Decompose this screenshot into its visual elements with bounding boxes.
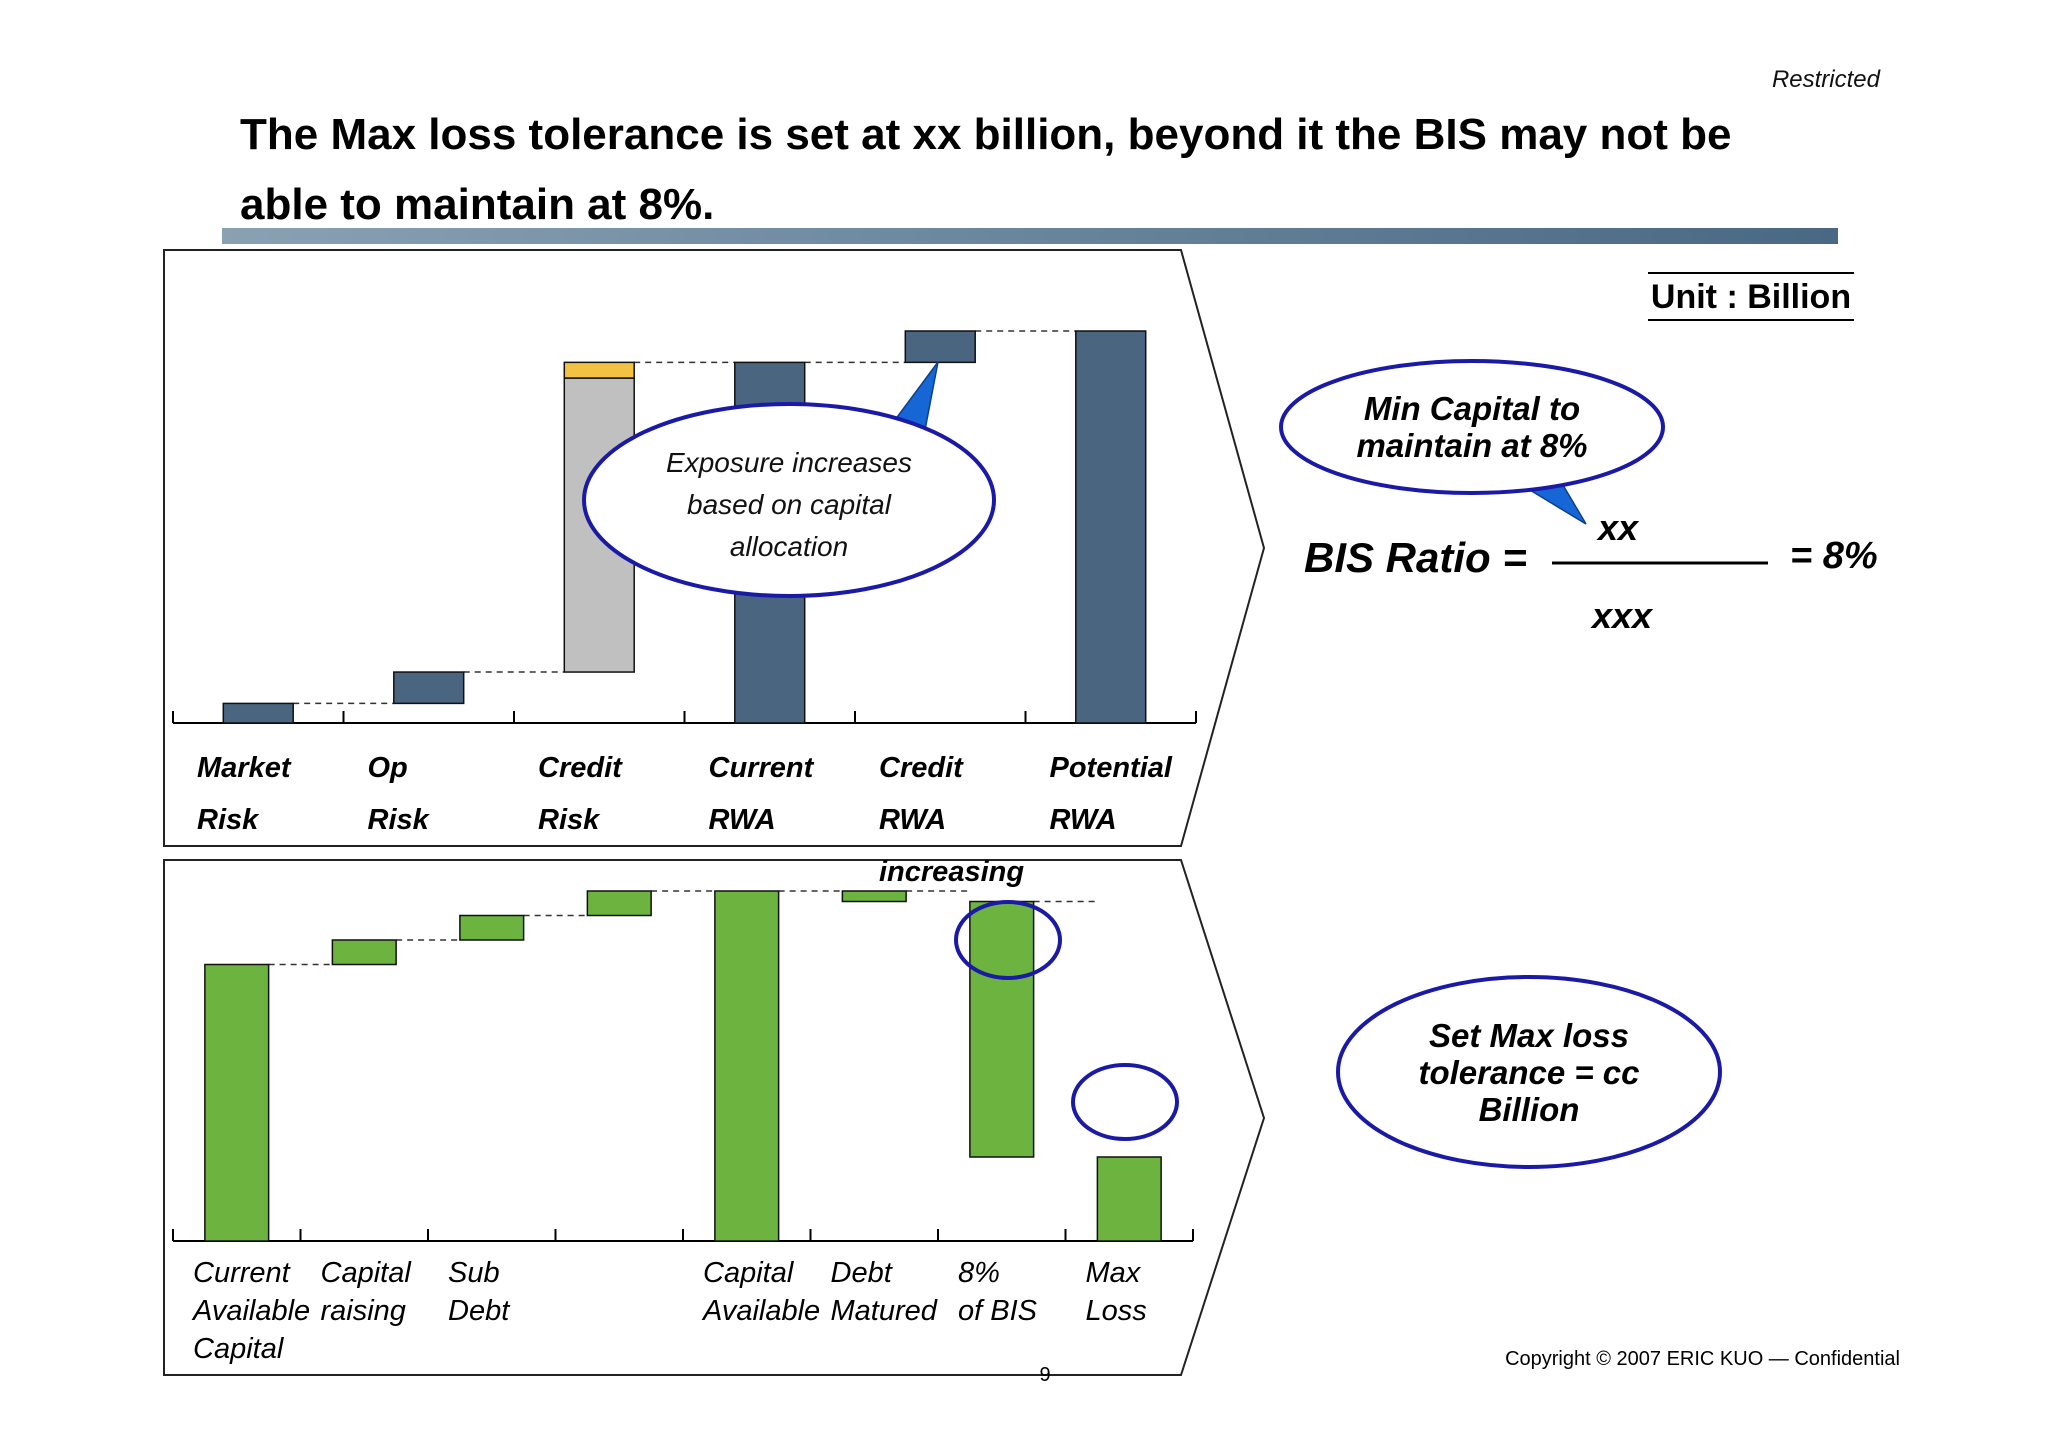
bis-denominator: xxx [1590, 595, 1654, 636]
bis-ratio-label: BIS Ratio = [1304, 534, 1527, 581]
max-loss-highlight-circle [1071, 1063, 1179, 1141]
capital-waterfall-category-label: 8% [958, 1257, 1000, 1289]
bis-formula: BIS Ratio = xx xxx = 8% [1304, 507, 1878, 636]
page-number: 9 [1039, 1364, 1051, 1386]
rwa-waterfall-category-label: Current [709, 752, 815, 784]
bis-numerator: xx [1596, 507, 1640, 548]
min-capital-callout: Min Capital to maintain at 8% [1279, 359, 1665, 525]
capital-waterfall-category-label: Max [1086, 1257, 1142, 1289]
rwa-waterfall-bar-5 [1075, 330, 1147, 724]
capital-waterfall-category-label: Sub [448, 1257, 500, 1289]
restricted-label: Restricted [1771, 66, 1880, 93]
rwa-waterfall-bar-2-band [563, 361, 635, 379]
capital-waterfall-bar-4 [714, 890, 780, 1242]
capital-waterfall-category-label: Matured [831, 1295, 938, 1327]
rwa-waterfall-chart: Market Risk Op Risk Credit Risk Current RWA Cred… [172, 330, 1197, 888]
title-underline-bar [222, 228, 1838, 244]
rwa-waterfall-bar-4 [904, 330, 976, 364]
capital-waterfall-category-label: Capital [703, 1257, 795, 1289]
rwa-waterfall-category-label: RWA [709, 804, 776, 836]
exposure-callout: Exposure increases based on capital allo… [582, 361, 996, 598]
capital-waterfall-bar-3 [586, 890, 652, 917]
bis-result: = 8% [1790, 535, 1878, 577]
max-loss-callout-bubble [1336, 975, 1722, 1169]
capital-waterfall-category-label: Debt [448, 1295, 511, 1327]
slide-title: The Max loss tolerance is set at xx bill… [240, 110, 1732, 229]
rwa-waterfall-category-label: Op [368, 752, 408, 784]
capital-waterfall-bar-0 [204, 963, 270, 1242]
rwa-waterfall-category-label: Risk [197, 804, 260, 836]
max-loss-callout: Set Max loss tolerance = cc Billion [1336, 975, 1722, 1169]
capital-waterfall-category-label: Loss [1086, 1295, 1147, 1327]
capital-waterfall-bar-2 [459, 914, 525, 941]
rwa-waterfall-bar-1 [393, 671, 465, 705]
capital-waterfall-bar-5 [841, 890, 907, 903]
max-loss-callout-line-3: Billion [1479, 1091, 1580, 1128]
capital-waterfall-category-label: Debt [831, 1257, 894, 1289]
unit-label: Unit : Billion [1648, 272, 1854, 321]
exposure-callout-bubble [582, 402, 996, 598]
rwa-waterfall-category-label: Potential [1050, 752, 1173, 784]
rwa-waterfall-category-label: Risk [368, 804, 431, 836]
min-capital-callout-line-2: maintain at 8% [1356, 427, 1587, 464]
rwa-waterfall-category-label: Risk [538, 804, 601, 836]
capital-waterfall-category-label: raising [321, 1295, 406, 1327]
capital-waterfall-bar-1 [331, 939, 397, 966]
rwa-waterfall-category-label: Credit [879, 752, 964, 784]
exposure-callout-line-2: based on capital [687, 489, 892, 520]
capital-waterfall-category-label: of BIS [958, 1295, 1038, 1327]
rwa-waterfall-category-label: increasing [879, 856, 1024, 888]
exposure-callout-line-1: Exposure increases [666, 447, 912, 478]
capital-waterfall-category-label: Capital [321, 1257, 413, 1289]
exposure-callout-line-3: allocation [730, 531, 848, 562]
capital-waterfall-bar-6 [969, 900, 1035, 1158]
capital-waterfall-chart: Current Available Capital Capital raising Sub… [172, 890, 1194, 1365]
bis-highlight-circle [954, 900, 1062, 980]
capital-waterfall-category-label: Available [701, 1295, 820, 1327]
max-loss-callout-line-2: tolerance = cc [1418, 1054, 1639, 1091]
rwa-waterfall-category-label: Credit [538, 752, 623, 784]
min-capital-callout-line-1: Min Capital to [1364, 390, 1580, 427]
capital-waterfall-category-label: Available [191, 1295, 310, 1327]
rwa-waterfall-category-label: RWA [879, 804, 946, 836]
rwa-waterfall-category-label: RWA [1050, 804, 1117, 836]
rwa-waterfall-bar-0 [222, 702, 294, 724]
rwa-waterfall-category-label: Market [197, 752, 292, 784]
capital-waterfall-category-label: Current [193, 1257, 292, 1289]
copyright-notice: Copyright © 2007 ERIC KUO — Confidential [1505, 1348, 1900, 1370]
capital-waterfall-category-label: Capital [193, 1333, 285, 1365]
capital-waterfall-bar-7 [1096, 1156, 1162, 1242]
max-loss-callout-line-1: Set Max loss [1429, 1017, 1629, 1054]
min-capital-callout-bubble [1279, 359, 1665, 495]
